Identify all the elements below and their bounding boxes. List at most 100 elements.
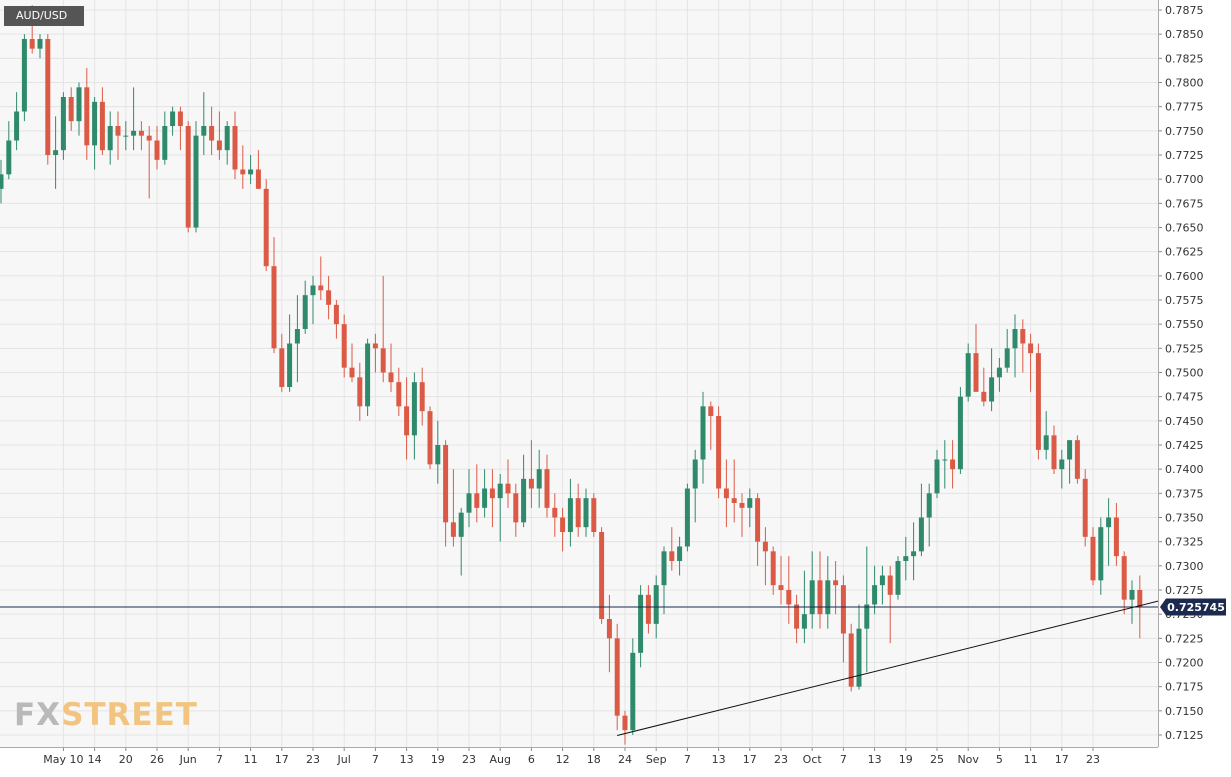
- y-tick-label: 0.7275: [1165, 584, 1204, 597]
- x-tick-label: 23: [774, 753, 788, 766]
- y-tick-label: 0.7725: [1165, 149, 1204, 162]
- candle-up: [926, 483, 932, 547]
- candle-down: [474, 464, 480, 523]
- candle-down: [833, 561, 839, 615]
- candle-body: [53, 150, 59, 155]
- candle-up: [630, 638, 636, 735]
- candle-body: [513, 493, 519, 523]
- candle-up: [989, 348, 995, 412]
- candle-up: [162, 111, 168, 165]
- candle-body: [1098, 527, 1104, 581]
- candle-up: [107, 111, 113, 165]
- candle-body: [248, 169, 254, 175]
- candle-body: [287, 343, 293, 387]
- candle-down: [185, 121, 191, 233]
- candle-body: [1028, 343, 1034, 354]
- candle-down: [357, 362, 363, 421]
- candle-down: [138, 121, 144, 151]
- candle-body: [817, 580, 823, 615]
- candle-down: [817, 551, 823, 629]
- candle-body: [1067, 440, 1073, 460]
- candle-body: [903, 556, 909, 561]
- x-tick-label: 5: [996, 753, 1003, 766]
- candle-body: [123, 135, 129, 137]
- candle-down: [513, 483, 519, 537]
- candle-body: [193, 135, 199, 228]
- y-tick-label: 0.7575: [1165, 294, 1204, 307]
- price-badge-bg: [1160, 598, 1226, 616]
- candle-body: [973, 353, 979, 392]
- x-tick-label: Oct: [803, 753, 823, 766]
- candle-down: [279, 333, 285, 392]
- candle-body: [778, 585, 784, 590]
- candle-body: [185, 126, 191, 228]
- candle-body: [341, 324, 347, 368]
- candle-body: [326, 290, 332, 305]
- x-tick-label: 11: [1024, 753, 1038, 766]
- candle-body: [677, 546, 683, 561]
- candle-up: [825, 556, 831, 629]
- y-tick-label: 0.7300: [1165, 560, 1204, 573]
- candle-body: [895, 561, 901, 595]
- candle-up: [747, 488, 753, 528]
- x-tick-label: 13: [868, 753, 882, 766]
- x-tick-label: 26: [150, 753, 164, 766]
- candle-body: [146, 135, 152, 141]
- candle-body: [770, 551, 776, 586]
- candle-up: [521, 454, 527, 528]
- candle-body: [567, 498, 573, 532]
- candle-up: [1129, 580, 1135, 624]
- candle-up: [996, 358, 1002, 392]
- candle-down: [731, 459, 737, 523]
- candle-down: [981, 367, 987, 407]
- candle-body: [1059, 459, 1065, 470]
- candle-body: [918, 517, 924, 552]
- candle-down: [1051, 425, 1057, 474]
- y-tick-label: 0.7600: [1165, 270, 1204, 283]
- x-tick-label: May 10: [43, 753, 83, 766]
- candle-down: [840, 575, 846, 663]
- candle-down: [396, 367, 402, 416]
- candle-down: [443, 440, 449, 547]
- candle-up: [692, 449, 698, 523]
- candle-body: [684, 488, 690, 547]
- candle-down: [372, 333, 378, 373]
- overlays: [0, 600, 1159, 736]
- candle-down: [146, 126, 152, 199]
- candle-up: [92, 97, 98, 170]
- y-tick-label: 0.7200: [1165, 657, 1204, 670]
- candle-body: [731, 498, 737, 503]
- candle-up: [37, 34, 43, 59]
- candle-body: [1082, 478, 1088, 537]
- candle-down: [263, 179, 269, 271]
- candle-body: [762, 541, 768, 552]
- candle-body: [6, 140, 12, 175]
- candle-body: [318, 285, 324, 291]
- y-tick-label: 0.7675: [1165, 197, 1204, 210]
- candle-up: [170, 106, 176, 136]
- candle-down: [1121, 551, 1127, 615]
- candle-body: [388, 372, 394, 383]
- candle-up: [934, 449, 940, 499]
- candle-body: [37, 39, 43, 49]
- candle-body: [372, 343, 378, 349]
- price-badge-text: 0.725745: [1167, 601, 1225, 614]
- candle-down: [645, 585, 651, 634]
- candle-up: [965, 343, 971, 402]
- candle-body: [216, 140, 222, 151]
- candle-down: [1113, 503, 1119, 566]
- y-tick-label: 0.7800: [1165, 77, 1204, 90]
- x-tick-label: 14: [88, 753, 102, 766]
- candle-body: [638, 594, 644, 653]
- candle-body: [45, 39, 51, 155]
- candle-down: [950, 440, 956, 489]
- y-tick-label: 0.7750: [1165, 125, 1204, 138]
- candle-body: [0, 174, 4, 189]
- candle-up: [1043, 411, 1049, 460]
- candle-down: [544, 454, 550, 518]
- candle-up: [942, 440, 948, 489]
- candle-up: [879, 565, 885, 605]
- candle-up: [1012, 314, 1018, 378]
- candle-down: [1035, 343, 1041, 460]
